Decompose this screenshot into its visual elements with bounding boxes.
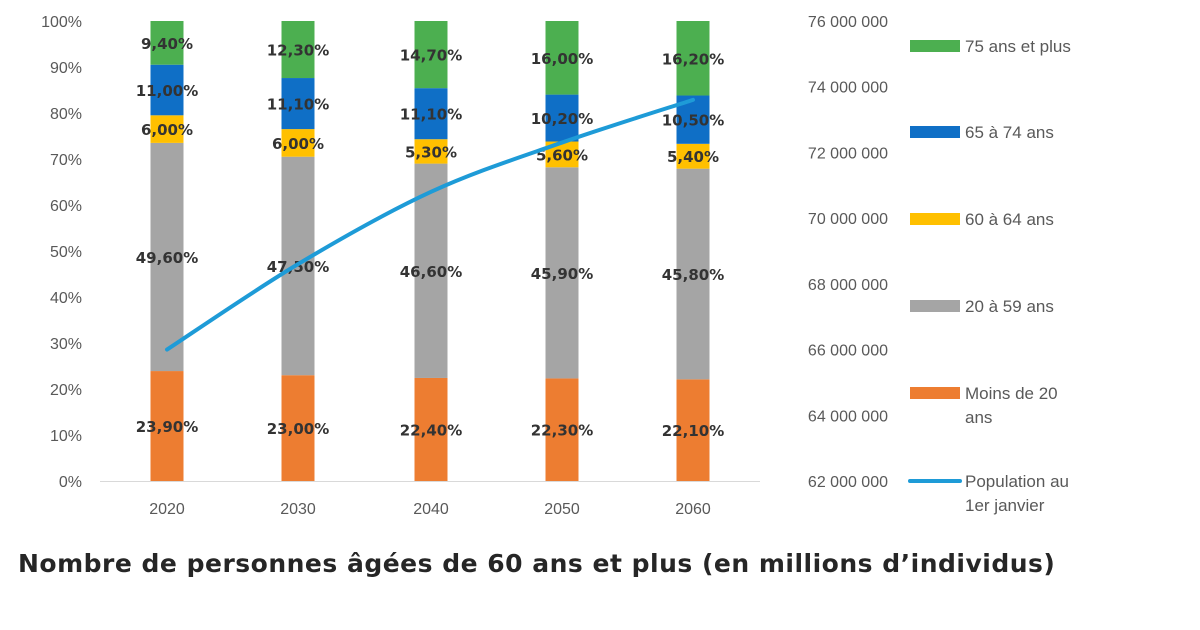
left-axis-tick: 10%: [50, 428, 82, 445]
data-label: 45,90%: [531, 265, 593, 283]
data-label: 22,40%: [400, 421, 462, 439]
data-label: 22,10%: [662, 422, 724, 440]
bar-segment: [414, 163, 448, 378]
bar-segment: [676, 168, 710, 380]
legend-label: Population au: [965, 472, 1069, 491]
right-axis-tick: 70 000 000: [808, 211, 888, 228]
left-axis-tick: 40%: [50, 290, 82, 307]
bar-segment: [150, 21, 184, 65]
legend-label: 20 à 59 ans: [965, 297, 1054, 316]
population-line: [165, 97, 695, 352]
bar-segment: [281, 21, 315, 79]
bar-segment: [150, 142, 184, 372]
data-label: 6,00%: [272, 135, 324, 153]
bar-segment: [545, 94, 579, 142]
data-label: 11,00%: [136, 82, 198, 100]
right-axis-tick: 62 000 000: [808, 474, 888, 491]
left-axis-tick: 90%: [50, 60, 82, 77]
legend-swatch: [910, 387, 960, 399]
x-axis-tick: 2030: [280, 501, 316, 518]
bar-segment: [676, 143, 710, 169]
legend-label: ans: [965, 408, 992, 427]
left-axis-tick: 70%: [50, 152, 82, 169]
bar-segment: [414, 139, 448, 164]
bar-segment: [281, 375, 315, 481]
left-axis-tick: 50%: [50, 244, 82, 261]
chart-title: Nombre de personnes âgées de 60 ans et p…: [18, 549, 1056, 578]
bar-segment: [281, 78, 315, 130]
data-label: 6,00%: [141, 121, 193, 139]
right-axis-tick: 74 000 000: [808, 80, 888, 97]
bar-segment: [676, 379, 710, 481]
legend-label: 1er janvier: [965, 496, 1045, 515]
x-axis-tick: 2050: [544, 501, 580, 518]
data-label: 9,40%: [141, 35, 193, 53]
data-label: 23,00%: [267, 420, 329, 438]
data-label: 10,50%: [662, 112, 724, 130]
data-label: 16,00%: [531, 50, 593, 68]
legend-label: 60 à 64 ans: [965, 210, 1054, 229]
data-label: 11,10%: [267, 96, 329, 114]
bar-segment: [150, 64, 184, 116]
bar-segment: [676, 21, 710, 96]
bar-segment: [414, 377, 448, 481]
right-axis-tick: 66 000 000: [808, 343, 888, 360]
left-axis-tick: 60%: [50, 198, 82, 215]
x-axis-tick: 2020: [149, 501, 185, 518]
bar-segment: [281, 129, 315, 157]
data-label: 5,30%: [405, 143, 457, 161]
legend-label: Moins de 20: [965, 384, 1058, 403]
bar-segment: [150, 115, 184, 143]
right-axis-tick: 68 000 000: [808, 277, 888, 294]
x-axis-tick: 2060: [675, 501, 711, 518]
data-label: 5,60%: [536, 146, 588, 164]
data-label: 49,60%: [136, 249, 198, 267]
left-axis-tick: 100%: [41, 14, 82, 31]
bar-segment: [150, 371, 184, 481]
legend-swatch: [910, 213, 960, 225]
data-label: 45,80%: [662, 266, 724, 284]
x-axis-tick: 2040: [413, 501, 449, 518]
data-label: 23,90%: [136, 418, 198, 436]
left-axis-tick: 20%: [50, 382, 82, 399]
legend-swatch: [910, 300, 960, 312]
bar-segment: [545, 167, 579, 379]
data-label: 14,70%: [400, 47, 462, 65]
legend-swatch: [910, 126, 960, 138]
legend-label: 75 ans et plus: [965, 37, 1071, 56]
data-label: 10,20%: [531, 110, 593, 128]
left-axis-tick: 80%: [50, 106, 82, 123]
data-label: 5,40%: [667, 148, 719, 166]
data-label: 11,10%: [400, 106, 462, 124]
right-axis-tick: 76 000 000: [808, 14, 888, 31]
bar-segment: [545, 21, 579, 95]
legend-swatch: [910, 40, 960, 52]
bar-segment: [545, 378, 579, 481]
data-label: 12,30%: [267, 42, 329, 60]
left-axis-tick: 0%: [59, 474, 82, 491]
right-axis-tick: 72 000 000: [808, 145, 888, 162]
right-axis-tick: 64 000 000: [808, 408, 888, 425]
bar-segment: [414, 21, 448, 89]
data-label: 22,30%: [531, 422, 593, 440]
data-label: 46,60%: [400, 263, 462, 281]
data-label: 16,20%: [662, 50, 724, 68]
data-label: 47,50%: [267, 258, 329, 276]
bar-segment: [414, 88, 448, 140]
legend-label: 65 à 74 ans: [965, 123, 1054, 142]
left-axis-tick: 30%: [50, 336, 82, 353]
chart: 0% 10% 20% 30% 40% 50% 60% 70% 80% 90% 100% 62 000 …: [41, 14, 1071, 518]
